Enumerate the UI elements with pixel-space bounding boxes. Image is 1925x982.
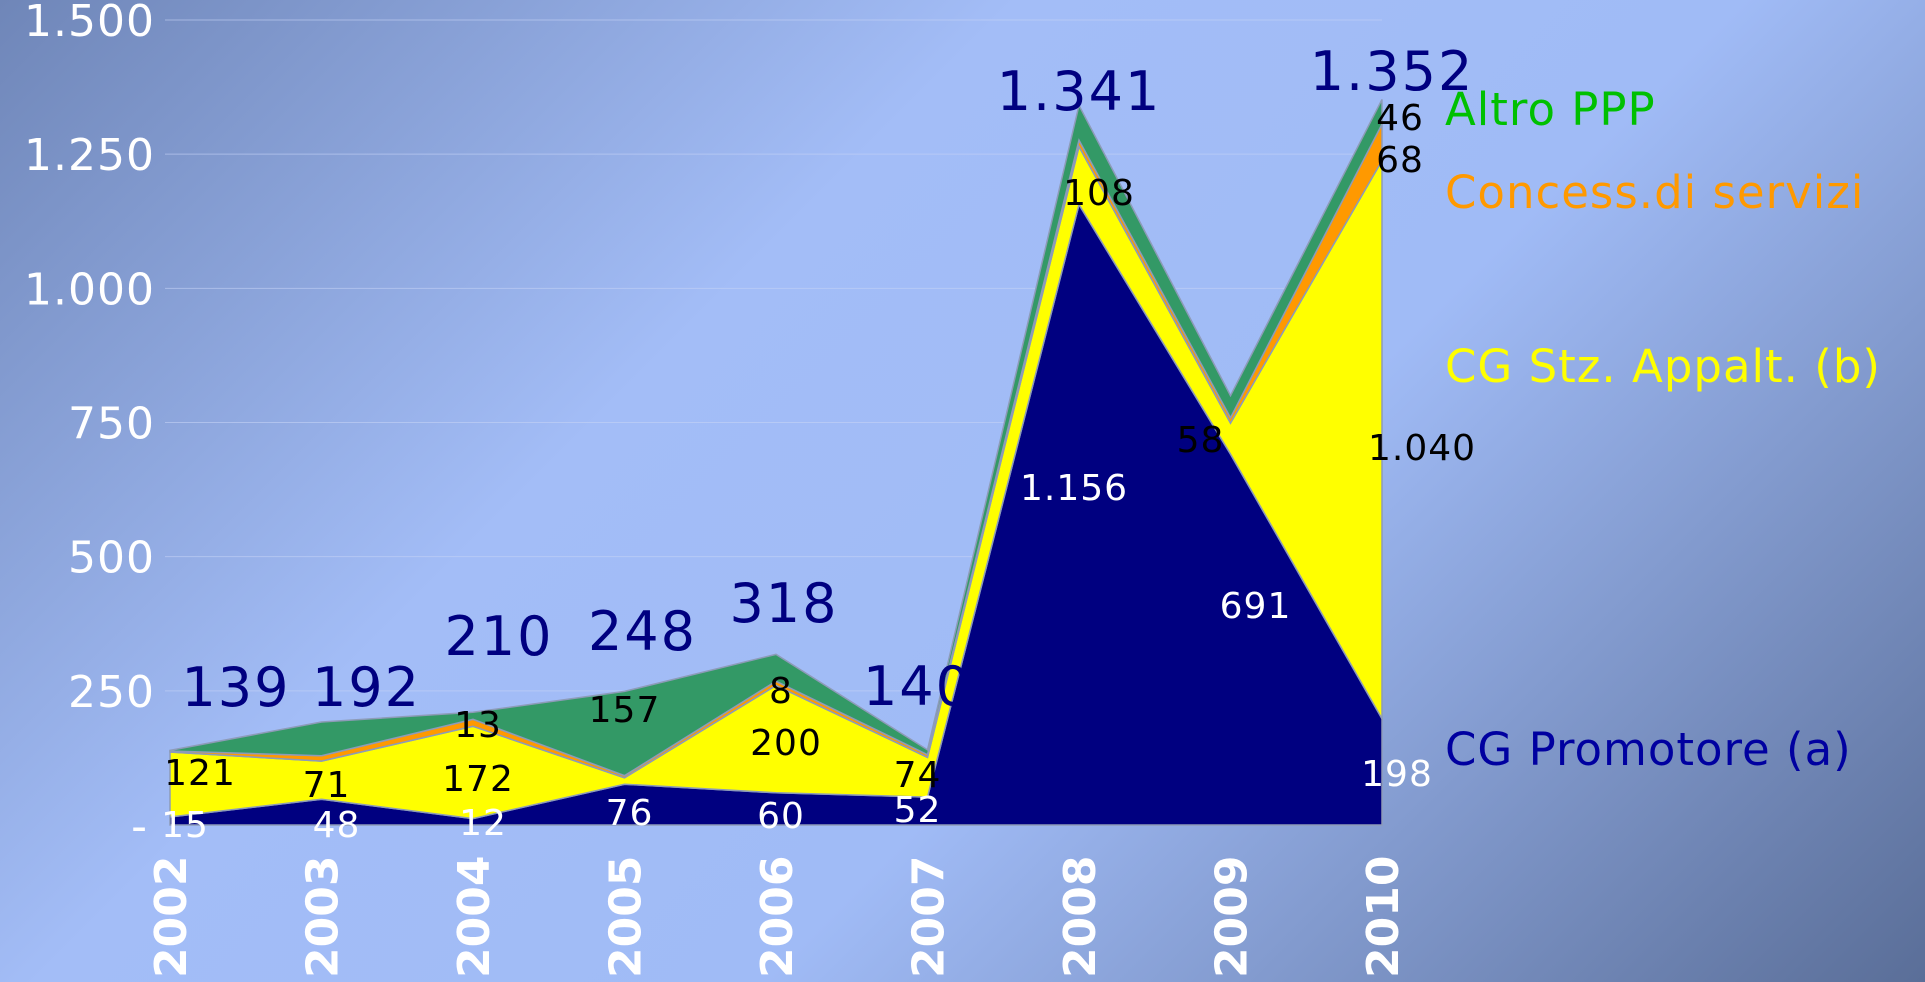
legend: CG Promotore (a) CG Stz. Appalt. (b) Conce…	[1445, 83, 1881, 776]
total-label: 248	[588, 600, 697, 663]
legend-altro-ppp: Altro PPP	[1445, 83, 1656, 136]
total-label: 139	[181, 656, 290, 719]
data-labels: 15 48 12 76 60 52 1.156 691 198 121 71 172 200 74 108 5…	[161, 98, 1476, 846]
data-label: 52	[894, 790, 942, 831]
data-label: 68	[1376, 140, 1424, 181]
data-label: 76	[606, 793, 654, 834]
area-series	[169, 99, 1383, 826]
y-tick-label: 1.000	[24, 264, 155, 315]
data-label: 48	[313, 805, 361, 846]
data-label: 691	[1220, 586, 1292, 627]
total-label: 1.352	[1310, 40, 1475, 103]
data-label: 58	[1177, 420, 1225, 461]
total-label: 210	[444, 605, 553, 668]
y-tick-label: 1.250	[24, 130, 155, 181]
y-tick-label: 250	[68, 667, 155, 718]
y-tick-label: -	[131, 801, 148, 852]
data-label: 1.040	[1368, 428, 1476, 469]
data-label: 60	[757, 796, 805, 837]
legend-concess-di-servizi: Concess.di servizi	[1445, 166, 1864, 219]
area-altro-ppp	[169, 99, 1383, 777]
y-tick-label: 500	[68, 533, 155, 584]
x-tick-label: 2009	[1207, 856, 1258, 978]
data-label: 200	[750, 723, 822, 764]
x-axis-ticks: 2002 2003 2004 2005 2006 2007 2008 2009 2010	[146, 856, 1409, 978]
x-tick-label: 2005	[601, 856, 652, 978]
data-label: 15	[161, 805, 209, 846]
total-label: 318	[729, 572, 838, 635]
legend-cg-promotore-a: CG Promotore (a)	[1445, 723, 1852, 776]
x-tick-label: 2008	[1055, 856, 1106, 978]
data-label: 108	[1063, 173, 1135, 214]
x-tick-label: 2006	[752, 856, 803, 978]
data-label: 13	[454, 705, 502, 746]
legend-cg-stz-appalt-b: CG Stz. Appalt. (b)	[1445, 340, 1881, 393]
x-tick-label: 2003	[298, 856, 349, 978]
total-label: 1.341	[997, 60, 1162, 123]
y-axis-ticks: - 250 500 750 1.000 1.250 1.500	[24, 0, 155, 852]
data-label: 46	[1376, 98, 1424, 139]
x-tick-label: 2004	[449, 856, 500, 978]
data-label: 1.156	[1020, 468, 1128, 509]
data-label: 157	[589, 690, 661, 731]
total-label: 192	[312, 656, 421, 719]
y-tick-label: 750	[68, 399, 155, 450]
data-label: 121	[164, 753, 236, 794]
data-label: 198	[1361, 754, 1433, 795]
data-label: 172	[442, 759, 514, 800]
x-tick-label: 2002	[146, 856, 197, 978]
total-labels: 139 192 210 248 318 140 1.341 1.352	[181, 40, 1475, 719]
data-label: 71	[303, 765, 351, 806]
y-tick-label: 1.500	[24, 0, 155, 47]
x-tick-label: 2007	[904, 856, 955, 978]
total-label: 140	[863, 655, 972, 718]
data-label: 8	[769, 671, 793, 712]
data-label: 74	[894, 755, 942, 796]
x-tick-label: 2010	[1358, 856, 1409, 978]
data-label: 12	[459, 803, 507, 844]
